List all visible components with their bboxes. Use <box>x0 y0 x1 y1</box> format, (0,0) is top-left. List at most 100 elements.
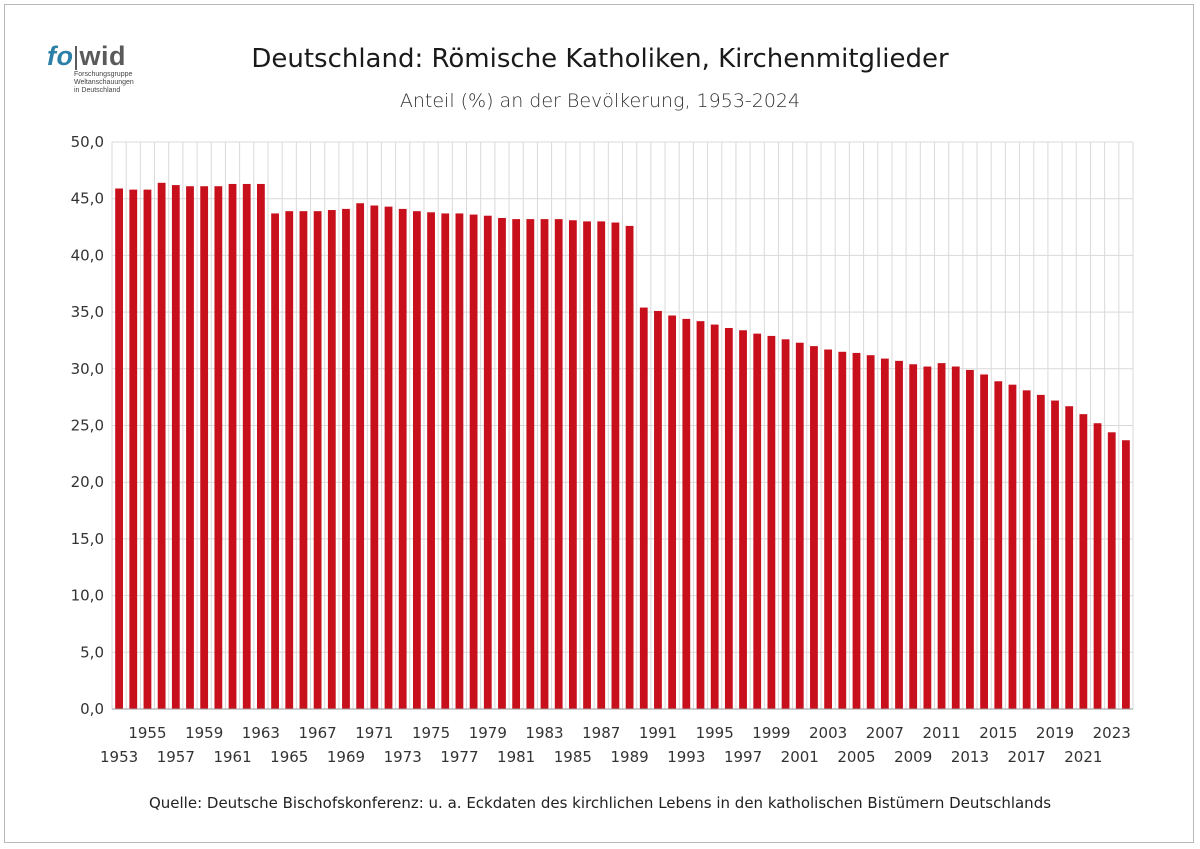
bar <box>313 211 322 709</box>
x-tick-label: 1993 <box>667 748 705 766</box>
bar <box>370 205 379 709</box>
bar <box>242 183 251 709</box>
y-tick-label: 5,0 <box>80 643 104 661</box>
bar <box>285 211 294 709</box>
bar <box>540 219 549 709</box>
x-tick-label: 1963 <box>242 724 280 742</box>
bar <box>271 213 279 709</box>
bar <box>710 324 719 709</box>
x-tick-label: 2001 <box>781 748 819 766</box>
bar <box>682 318 691 709</box>
bar <box>980 374 989 709</box>
bar <box>810 346 818 709</box>
x-tick-label: 2015 <box>979 724 1017 742</box>
x-tick-label: 1957 <box>157 748 195 766</box>
bar <box>1122 440 1130 709</box>
x-tick-label: 1987 <box>582 724 620 742</box>
bar <box>1079 414 1088 709</box>
x-tick-label: 1965 <box>270 748 308 766</box>
logo-wordmark: fo wid <box>47 43 157 70</box>
x-tick-label: 2011 <box>922 724 960 742</box>
bar <box>781 339 790 709</box>
bar <box>186 186 194 709</box>
bar <box>342 208 350 709</box>
bar <box>739 330 747 709</box>
bar <box>937 363 946 709</box>
bar <box>951 366 960 709</box>
x-tick-label: 2021 <box>1064 748 1102 766</box>
y-tick-label: 45,0 <box>71 190 104 208</box>
x-tick-label: 1961 <box>213 748 251 766</box>
x-tick-label: 1995 <box>696 724 734 742</box>
bar <box>483 215 492 709</box>
bar <box>356 203 365 709</box>
x-tick-label: 1967 <box>299 724 337 742</box>
bar <box>852 352 861 709</box>
bar <box>441 213 450 709</box>
bar <box>668 315 677 709</box>
x-tick-label: 1953 <box>100 748 138 766</box>
bar <box>994 381 1003 709</box>
bar <box>1036 394 1045 709</box>
x-tick-label: 1977 <box>440 748 478 766</box>
bar <box>1051 400 1059 709</box>
source-note: Quelle: Deutsche Bischofskonferenz: u. a… <box>148 794 1052 812</box>
x-tick-label: 1985 <box>554 748 592 766</box>
bar <box>498 217 506 709</box>
logo-subtitle: Forschungsgruppe Weltanschauungen in Deu… <box>74 71 134 95</box>
chart-title: Deutschland: Römische Katholiken, Kirche… <box>251 44 949 74</box>
y-tick-label: 25,0 <box>71 417 104 435</box>
bar <box>157 182 166 710</box>
x-tick-label: 1975 <box>412 724 450 742</box>
x-tick-label: 1983 <box>525 724 563 742</box>
bar <box>327 210 336 710</box>
bar <box>512 219 521 709</box>
bar <box>171 185 180 710</box>
fowid-logo: fo wid Forschungsgruppe Weltanschauungen … <box>47 43 157 103</box>
bar <box>583 221 591 709</box>
bar <box>554 219 563 709</box>
x-tick-label: 2009 <box>894 748 932 766</box>
bar <box>299 211 308 709</box>
y-tick-label: 35,0 <box>71 303 104 321</box>
logo-fo: fo <box>47 41 74 71</box>
logo-line: Weltanschauungen <box>74 79 134 86</box>
bar <box>469 214 478 710</box>
y-tick-label: 50,0 <box>71 133 104 151</box>
x-tick-label: 1955 <box>128 724 166 742</box>
bar <box>143 189 152 710</box>
y-tick-label: 40,0 <box>71 246 104 264</box>
bar <box>1093 423 1102 709</box>
x-tick-label: 1991 <box>639 724 677 742</box>
bar <box>611 222 620 709</box>
y-tick-label: 0,0 <box>80 700 104 718</box>
bar <box>866 355 875 709</box>
logo-divider <box>75 46 78 70</box>
logo-wid: wid <box>79 41 126 71</box>
bar <box>880 358 889 709</box>
bar <box>256 183 265 709</box>
x-tick-label: 1981 <box>497 748 535 766</box>
bar <box>824 349 833 709</box>
x-tick-label: 2019 <box>1036 724 1074 742</box>
y-tick-label: 10,0 <box>71 587 104 605</box>
x-tick-label: 2003 <box>809 724 847 742</box>
x-tick-label: 1973 <box>384 748 422 766</box>
bar <box>767 335 776 709</box>
bar <box>795 342 804 709</box>
bar <box>1065 406 1074 709</box>
bar <box>384 206 393 709</box>
x-tick-label: 2005 <box>837 748 875 766</box>
x-tick-label: 1971 <box>355 724 393 742</box>
bar <box>398 208 407 709</box>
chart-frame <box>4 4 1194 843</box>
logo-line: in Deutschland <box>74 87 121 94</box>
logo-line: Forschungsgruppe <box>74 71 133 78</box>
x-tick-label: 1999 <box>752 724 790 742</box>
bar <box>838 351 847 709</box>
x-tick-label: 1969 <box>327 748 365 766</box>
y-tick-label: 30,0 <box>71 360 104 378</box>
bar <box>654 310 662 709</box>
x-tick-label: 1959 <box>185 724 223 742</box>
